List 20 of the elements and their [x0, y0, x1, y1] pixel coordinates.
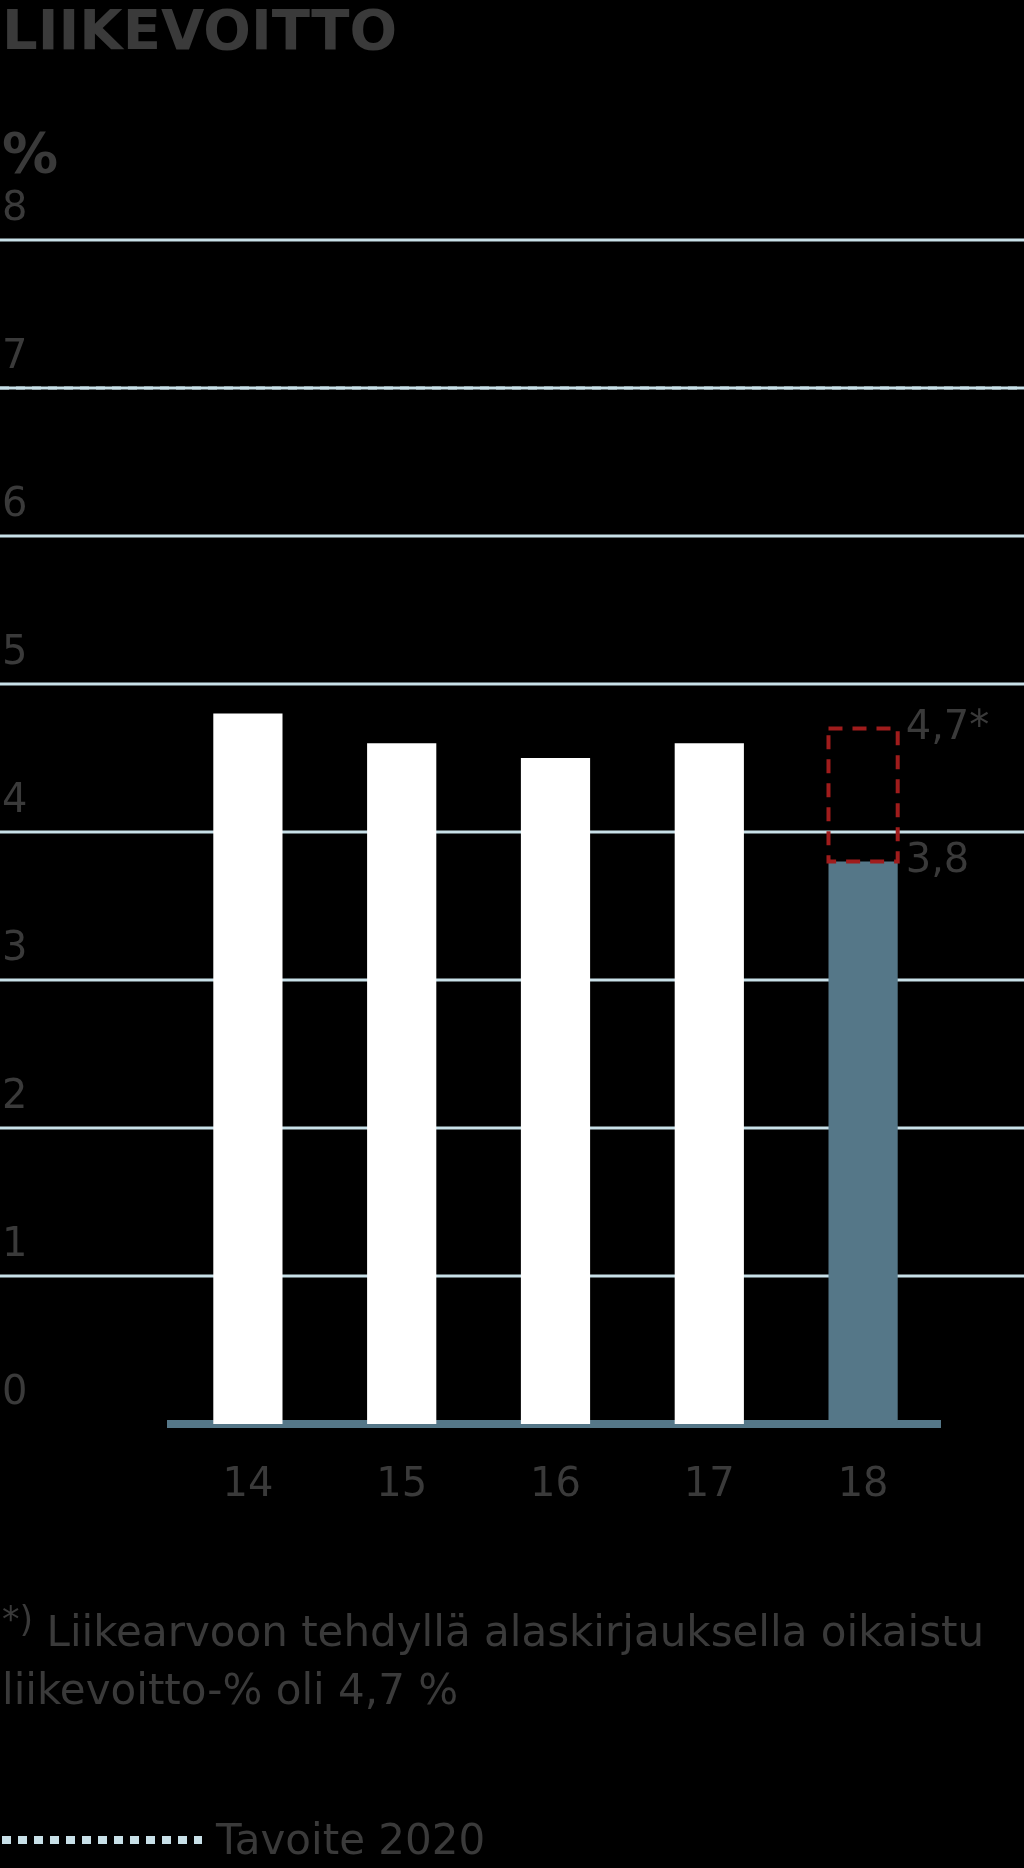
y-tick-label: 2 — [2, 1071, 28, 1118]
y-tick-label: 3 — [2, 923, 28, 970]
y-tick-label: 8 — [2, 183, 28, 230]
x-tick-label: 18 — [837, 1459, 889, 1506]
y-tick-label: 0 — [2, 1367, 28, 1414]
y-tick-label: 5 — [2, 627, 28, 674]
y-tick-label: 1 — [2, 1219, 28, 1266]
legend-label: Tavoite 2020 — [216, 1815, 486, 1864]
annotation: 3,8 — [905, 834, 970, 881]
y-tick-label: 6 — [2, 479, 28, 526]
chart-title: LIIKEVOITTO — [2, 0, 398, 62]
x-tick-label: 16 — [530, 1459, 581, 1506]
y-axis-title: % — [2, 120, 59, 185]
x-tick-label: 17 — [683, 1459, 735, 1506]
annotation: 4,7* — [905, 701, 990, 748]
y-tick-label: 7 — [2, 331, 28, 378]
y-tick-label: 4 — [2, 775, 28, 822]
x-tick-label: 15 — [376, 1459, 428, 1506]
x-tick-label: 14 — [222, 1459, 274, 1506]
text: $^{*)}$ Liikearvoon tehdyllä alaskirjauksella oikaistu liikevoitto-% oli 4,7 % — [2, 1598, 986, 1716]
